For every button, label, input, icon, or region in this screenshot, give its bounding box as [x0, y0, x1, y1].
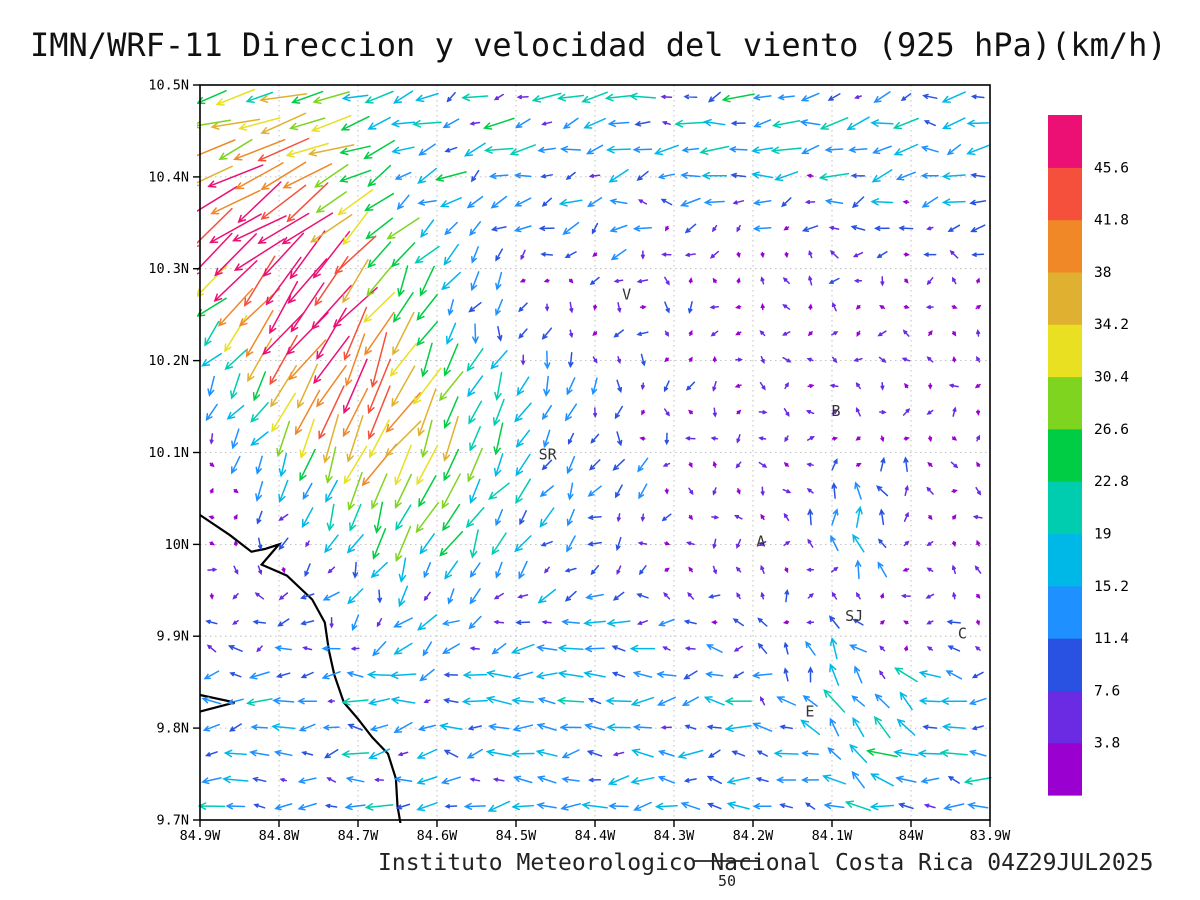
svg-text:26.6: 26.6	[1094, 422, 1129, 438]
station-label-SR: SR	[539, 445, 558, 463]
station-label-A: A	[756, 533, 765, 551]
svg-text:10.3N: 10.3N	[148, 261, 189, 277]
x-axis-labels: 84.9W 84.8W 84.7W 84.6W 84.5W 84.4W 84.3W 84.2W…	[180, 828, 1012, 844]
reference-vector-value: 50	[718, 872, 737, 890]
svg-text:38: 38	[1094, 265, 1111, 281]
svg-text:15.2: 15.2	[1094, 579, 1129, 595]
svg-text:84.7W: 84.7W	[338, 828, 380, 844]
x-axis-ticks	[199, 820, 991, 827]
svg-text:84W: 84W	[899, 828, 924, 844]
colorbar-labels: 45.6 41.8 38 34.2 30.4 26.6 22.8 19 15.2 11.4 7.6 3…	[1094, 160, 1129, 751]
footer-credit: Instituto Meteorologico Nacional Costa R…	[378, 850, 1154, 876]
svg-text:7.6: 7.6	[1094, 683, 1120, 699]
svg-text:10.4N: 10.4N	[148, 169, 189, 185]
station-label-C: C	[958, 625, 967, 643]
svg-text:84.1W: 84.1W	[812, 828, 854, 844]
colorbar: 45.6 41.8 38 34.2 30.4 26.6 22.8 19 15.2 11.4 7.6 3…	[1048, 115, 1129, 796]
svg-text:84.3W: 84.3W	[654, 828, 696, 844]
svg-text:19: 19	[1094, 527, 1111, 543]
svg-text:11.4: 11.4	[1094, 631, 1129, 647]
svg-text:84.4W: 84.4W	[575, 828, 617, 844]
svg-text:22.8: 22.8	[1094, 474, 1129, 490]
svg-text:84.9W: 84.9W	[180, 828, 222, 844]
station-label-V: V	[622, 286, 631, 304]
gridlines	[199, 84, 991, 821]
station-labels: V B SR A SJ C E	[539, 286, 967, 721]
svg-text:9.9N: 9.9N	[156, 629, 189, 645]
svg-text:10N: 10N	[165, 537, 189, 553]
svg-text:30.4: 30.4	[1094, 370, 1129, 386]
y-axis-ticks	[193, 84, 200, 821]
svg-text:9.8N: 9.8N	[156, 721, 189, 737]
svg-text:10.2N: 10.2N	[148, 353, 189, 369]
svg-text:84.8W: 84.8W	[259, 828, 301, 844]
svg-text:3.8: 3.8	[1094, 736, 1120, 752]
svg-text:9.7N: 9.7N	[156, 813, 189, 829]
svg-text:10.5N: 10.5N	[148, 78, 189, 94]
coastline	[199, 514, 402, 823]
svg-text:84.2W: 84.2W	[733, 828, 775, 844]
svg-text:83.9W: 83.9W	[970, 828, 1012, 844]
y-axis-labels: 10.5N 10.4N 10.3N 10.2N 10.1N 10N 9.9N 9.8N 9.7N	[148, 78, 189, 829]
svg-text:45.6: 45.6	[1094, 160, 1129, 176]
svg-text:34.2: 34.2	[1094, 317, 1129, 333]
station-label-SJ: SJ	[845, 607, 863, 625]
svg-text:84.5W: 84.5W	[496, 828, 538, 844]
svg-text:41.8: 41.8	[1094, 213, 1129, 229]
plot-frame: 84.9W 84.8W 84.7W 84.6W 84.5W 84.4W 84.3W 84.2W…	[148, 78, 1011, 845]
wind-vectors	[197, 88, 992, 812]
station-label-B: B	[831, 402, 840, 420]
svg-text:84.6W: 84.6W	[417, 828, 459, 844]
station-label-E: E	[805, 703, 814, 721]
svg-text:10.1N: 10.1N	[148, 445, 189, 461]
chart-title: IMN/WRF-11 Direccion y velocidad del vie…	[30, 26, 1167, 64]
